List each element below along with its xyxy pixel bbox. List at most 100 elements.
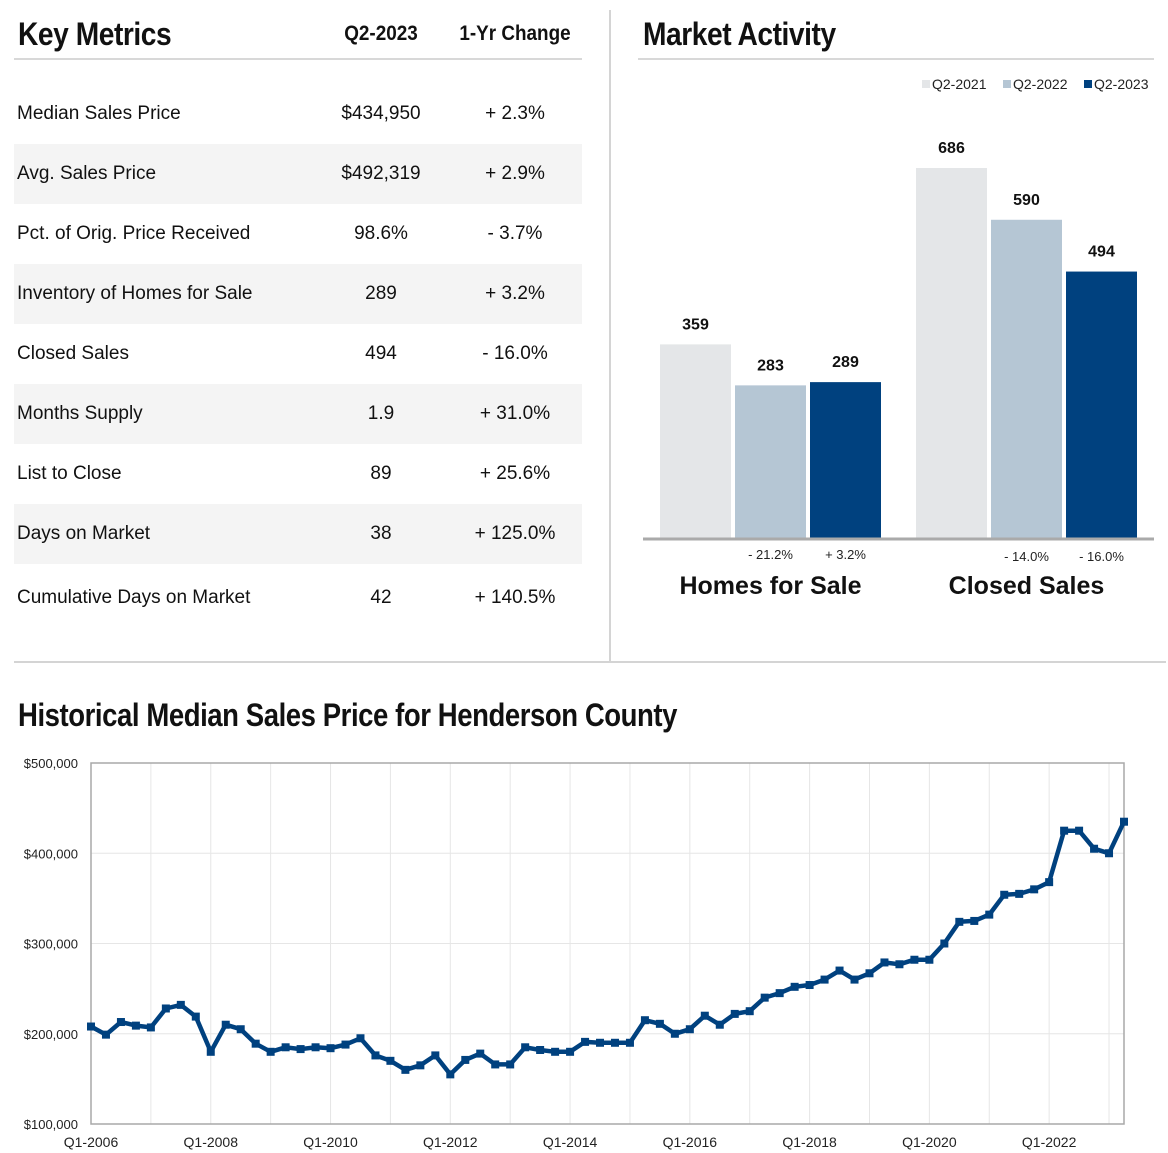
metric-label: Inventory of Homes for Sale [17, 283, 253, 304]
metric-value: 1.9 [367, 403, 395, 424]
metric-change: + 2.9% [485, 163, 545, 184]
legend-label: Q2-2021 [932, 76, 987, 92]
data-point [670, 1029, 679, 1038]
metric-row: Inventory of Homes for Sale 289 + 3.2% [14, 264, 582, 324]
data-point [1000, 890, 1009, 899]
metric-change: + 125.0% [474, 523, 556, 544]
x-tick-label: Q1-2008 [184, 1134, 239, 1150]
data-point [955, 917, 964, 926]
metric-row: Closed Sales 494 - 16.0% [14, 324, 582, 384]
data-point [401, 1065, 410, 1074]
market-activity-header: Market Activity [638, 10, 1154, 60]
data-point [715, 1020, 724, 1029]
data-point [476, 1049, 485, 1058]
data-point [491, 1060, 500, 1069]
metric-label: Months Supply [17, 403, 143, 424]
metric-value: 38 [370, 523, 392, 544]
bar-value-label: 590 [1013, 192, 1040, 209]
y-tick-label: $100,000 [24, 1117, 78, 1132]
metric-row: List to Close 89 + 25.6% [14, 444, 582, 504]
data-point [116, 1018, 125, 1027]
data-point [925, 955, 934, 964]
metric-change: + 2.3% [485, 103, 545, 124]
bar [1066, 271, 1137, 538]
metric-change: + 25.6% [479, 463, 551, 484]
data-point [940, 939, 949, 948]
change-label: - 14.0% [1004, 549, 1049, 564]
legend-swatch [1084, 80, 1092, 88]
metric-change: - 16.0% [482, 343, 548, 364]
data-point [640, 1016, 649, 1025]
metric-change: + 3.2% [485, 283, 545, 304]
key-metrics-header: Key Metrics Q2-2023 1-Yr Change [14, 10, 582, 60]
bar [916, 168, 987, 538]
data-point [730, 1009, 739, 1018]
data-point [1030, 885, 1039, 894]
data-point [805, 981, 814, 990]
metric-row: Days on Market 38 + 125.0% [14, 504, 582, 564]
vertical-divider [609, 10, 611, 662]
data-point [386, 1056, 395, 1065]
metric-label: Closed Sales [17, 343, 129, 364]
data-point [311, 1043, 320, 1052]
data-point [461, 1055, 470, 1064]
bar-value-label: 289 [832, 354, 859, 371]
data-point [1120, 817, 1128, 826]
data-point [655, 1019, 664, 1028]
data-point [266, 1047, 275, 1056]
metric-row: Cumulative Days on Market 42 + 140.5% [14, 564, 582, 632]
metric-change: - 3.7% [487, 223, 543, 244]
metric-label: Days on Market [17, 523, 151, 544]
data-point [760, 993, 769, 1002]
metric-label: Cumulative Days on Market [17, 587, 251, 608]
data-point [371, 1051, 380, 1060]
data-point [790, 982, 799, 991]
data-point [146, 1023, 155, 1032]
data-point [101, 1030, 110, 1039]
data-point [610, 1038, 619, 1047]
data-point [985, 910, 994, 919]
plot-frame [90, 762, 1125, 1125]
metric-row: Avg. Sales Price $492,319 + 2.9% [14, 144, 582, 204]
data-point [251, 1039, 260, 1048]
bar [660, 344, 731, 538]
legend-swatch [922, 80, 930, 88]
data-point [521, 1043, 530, 1052]
data-point [880, 958, 889, 967]
data-point [895, 960, 904, 969]
x-tick-label: Q1-2016 [663, 1134, 718, 1150]
data-point [281, 1043, 290, 1052]
bar [810, 382, 881, 538]
data-point [581, 1037, 590, 1046]
metric-row: Months Supply 1.9 + 31.0% [14, 384, 582, 444]
price-series-line [89, 820, 1127, 1077]
data-point [296, 1045, 305, 1054]
data-point [176, 1000, 185, 1009]
bar [735, 385, 806, 538]
legend-swatch [1003, 80, 1011, 88]
data-point [820, 975, 829, 984]
metric-value: $492,319 [341, 163, 421, 184]
metric-value: 42 [370, 587, 392, 608]
metric-value: 89 [370, 463, 392, 484]
metric-label: Avg. Sales Price [17, 163, 157, 184]
data-point [775, 989, 784, 998]
group-label: Homes for Sale [679, 572, 861, 600]
data-point [536, 1045, 545, 1054]
data-point [1105, 849, 1114, 858]
data-point [161, 1004, 170, 1013]
data-point [1090, 844, 1099, 853]
market-activity-chart: Q2-2021 Q2-2022 Q2-2023 359 283 289 - 21.2% + 3… [643, 76, 1154, 600]
data-point [865, 969, 874, 978]
data-point [566, 1047, 575, 1056]
data-point [685, 1025, 694, 1034]
x-tick-label: Q1-2022 [1022, 1134, 1077, 1150]
change-label: - 21.2% [748, 547, 793, 562]
data-point [596, 1038, 605, 1047]
data-point [87, 1022, 95, 1031]
data-point [910, 955, 919, 964]
market-activity-title: Market Activity [643, 16, 836, 52]
x-tick-label: Q1-2010 [303, 1134, 358, 1150]
bar-value-label: 359 [682, 316, 709, 333]
data-point [221, 1020, 230, 1029]
